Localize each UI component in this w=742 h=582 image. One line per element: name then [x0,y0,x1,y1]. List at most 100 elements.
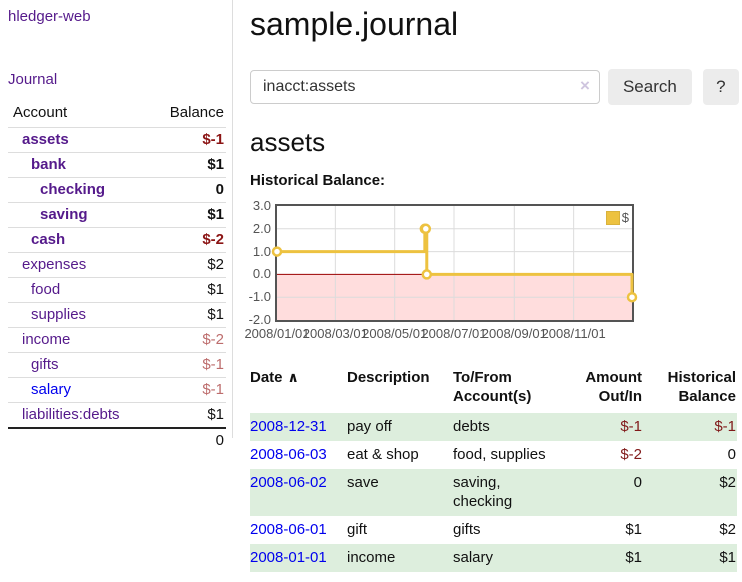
register-date-link[interactable]: 2008-06-03 [250,446,327,463]
account-balance: $-2 [148,327,226,353]
register-header-date[interactable]: Date ∧ [250,369,299,386]
search-button[interactable]: Search [607,69,692,105]
account-row: salary $-1 [8,377,226,403]
register-table: Date ∧ Description To/From Account(s) Amo… [250,366,737,572]
register-amount-cell: $1 [625,549,642,566]
y-axis-tick-label: 0.0 [252,266,271,282]
accounts-header-balance: Balance [169,104,224,121]
x-axis-tick-label: 2008/03/01 [302,326,368,341]
sidebar: hledger-web Journal Account Balance asse… [0,0,233,453]
register-header-amount: Amount Out/In [585,369,642,405]
account-row: liabilities:debts $1 [8,402,226,428]
x-axis-tick-label: 2008/11/01 [541,326,606,341]
y-axis-tick-label: -1.0 [248,289,271,305]
register-date-cell: 2008-06-01 [250,516,347,544]
register-accounts-cell: salary [453,549,494,566]
account-row: assets $-1 [8,127,226,153]
register-date-cell: 2008-06-02 [250,469,347,516]
account-balance: $1 [148,302,226,328]
y-axis-tick-label: 2.0 [252,220,271,236]
account-row: bank $1 [8,152,226,178]
register-description-cell: eat & shop [347,446,419,463]
register-row: 2008-06-03 eat & shop food, supplies $-2… [250,441,737,469]
account-heading: assets [250,127,326,157]
register-accounts-cell: food, supplies [453,446,546,463]
page-title: sample.journal [250,6,459,42]
y-axis-tick-label: -2.0 [248,312,271,327]
account-link[interactable]: bank [31,156,67,173]
register-row: 2008-06-02 save saving, checking 0 $2 [250,469,737,516]
register-date-link[interactable]: 2008-12-31 [250,418,327,435]
accounts-table: Account Balance assets $-1 bank $1 check… [8,101,226,453]
account-link[interactable]: cash [31,231,66,248]
account-link[interactable]: income [22,331,71,348]
register-description-cell: save [347,474,379,491]
register-balance-cell: $1 [719,549,736,566]
register-date-link[interactable]: 2008-01-01 [250,549,327,566]
account-row: gifts $-1 [8,352,226,378]
account-link[interactable]: salary [31,381,72,398]
help-button[interactable]: ? [702,69,739,105]
x-axis-tick-label: 2008/09/01 [481,326,547,341]
balance-chart: $ 3.0 2.0 1.0 0.0 -1.0 -2.0 2008/01/01 2008/03/… [244,199,638,342]
account-balance: $1 [148,277,226,303]
register-amount-cell: $-2 [620,446,642,463]
register-accounts-cell: debts [453,418,490,435]
register-row: 2008-12-31 pay off debts $-1 $-1 [250,413,737,441]
account-row: saving $1 [8,202,226,228]
register-row: 2008-01-01 income salary $1 $1 [250,544,737,572]
account-row: supplies $1 [8,302,226,328]
account-balance: $2 [148,252,226,278]
account-balance: $1 [148,152,226,178]
accounts-total: 0 [8,427,226,453]
register-accounts-cell: saving, checking [453,474,513,510]
account-link[interactable]: food [31,281,61,298]
account-balance: $1 [148,402,226,428]
register-amount-cell: 0 [633,474,642,491]
register-balance-cell: $2 [719,474,736,491]
clear-search-icon[interactable]: × [580,76,590,95]
legend-swatch-icon [605,210,620,225]
account-link[interactable]: gifts [31,356,59,373]
account-row: food $1 [8,277,226,303]
search-form: × Search ? [250,69,739,105]
account-balance: $-1 [148,352,226,378]
account-link[interactable]: supplies [31,306,87,323]
register-date-link[interactable]: 2008-06-02 [250,474,327,491]
register-date-cell: 2008-12-31 [250,413,347,441]
register-description-cell: pay off [347,418,392,435]
account-link[interactable]: liabilities:debts [22,406,120,423]
register-header-accounts: To/From Account(s) [453,369,532,405]
y-axis-tick-label: 3.0 [252,198,271,213]
account-row: cash $-2 [8,227,226,253]
register-balance-cell: 0 [727,446,736,463]
register-date-cell: 2008-01-01 [250,544,347,572]
y-axis-tick-label: 1.0 [252,243,271,259]
register-date-link[interactable]: 2008-06-01 [250,521,327,538]
account-link[interactable]: assets [22,131,69,148]
account-link[interactable]: expenses [22,256,87,273]
account-row: income $-2 [8,327,226,353]
sort-asc-icon: ∧ [287,369,299,385]
search-input[interactable] [250,70,600,104]
register-balance-cell: $-1 [714,418,736,435]
balance-chart-plot: $ 3.0 2.0 1.0 0.0 -1.0 -2.0 2008/01/01 2008/03/… [244,199,638,341]
register-amount-cell: $-1 [620,418,642,435]
x-axis-tick-label: 2008/07/01 [421,326,487,341]
account-balance: $1 [148,202,226,228]
account-link[interactable]: saving [40,206,88,223]
app-title-link[interactable]: hledger-web [8,8,91,25]
register-date-cell: 2008-06-03 [250,441,347,469]
accounts-header-account: Account [13,104,68,121]
chart-title: Historical Balance: [250,172,386,189]
account-row: expenses $2 [8,252,226,278]
account-row: checking 0 [8,177,226,203]
sidebar-item-journal[interactable]: Journal [8,71,58,88]
legend-label: $ [621,210,629,225]
register-accounts-cell: gifts [453,521,481,538]
account-link[interactable]: checking [40,181,106,198]
account-balance: $-1 [148,127,226,153]
x-axis-tick-label: 2008/01/01 [244,326,310,341]
account-balance: $-2 [148,227,226,253]
register-header-balance: Historical Balance [667,369,736,405]
